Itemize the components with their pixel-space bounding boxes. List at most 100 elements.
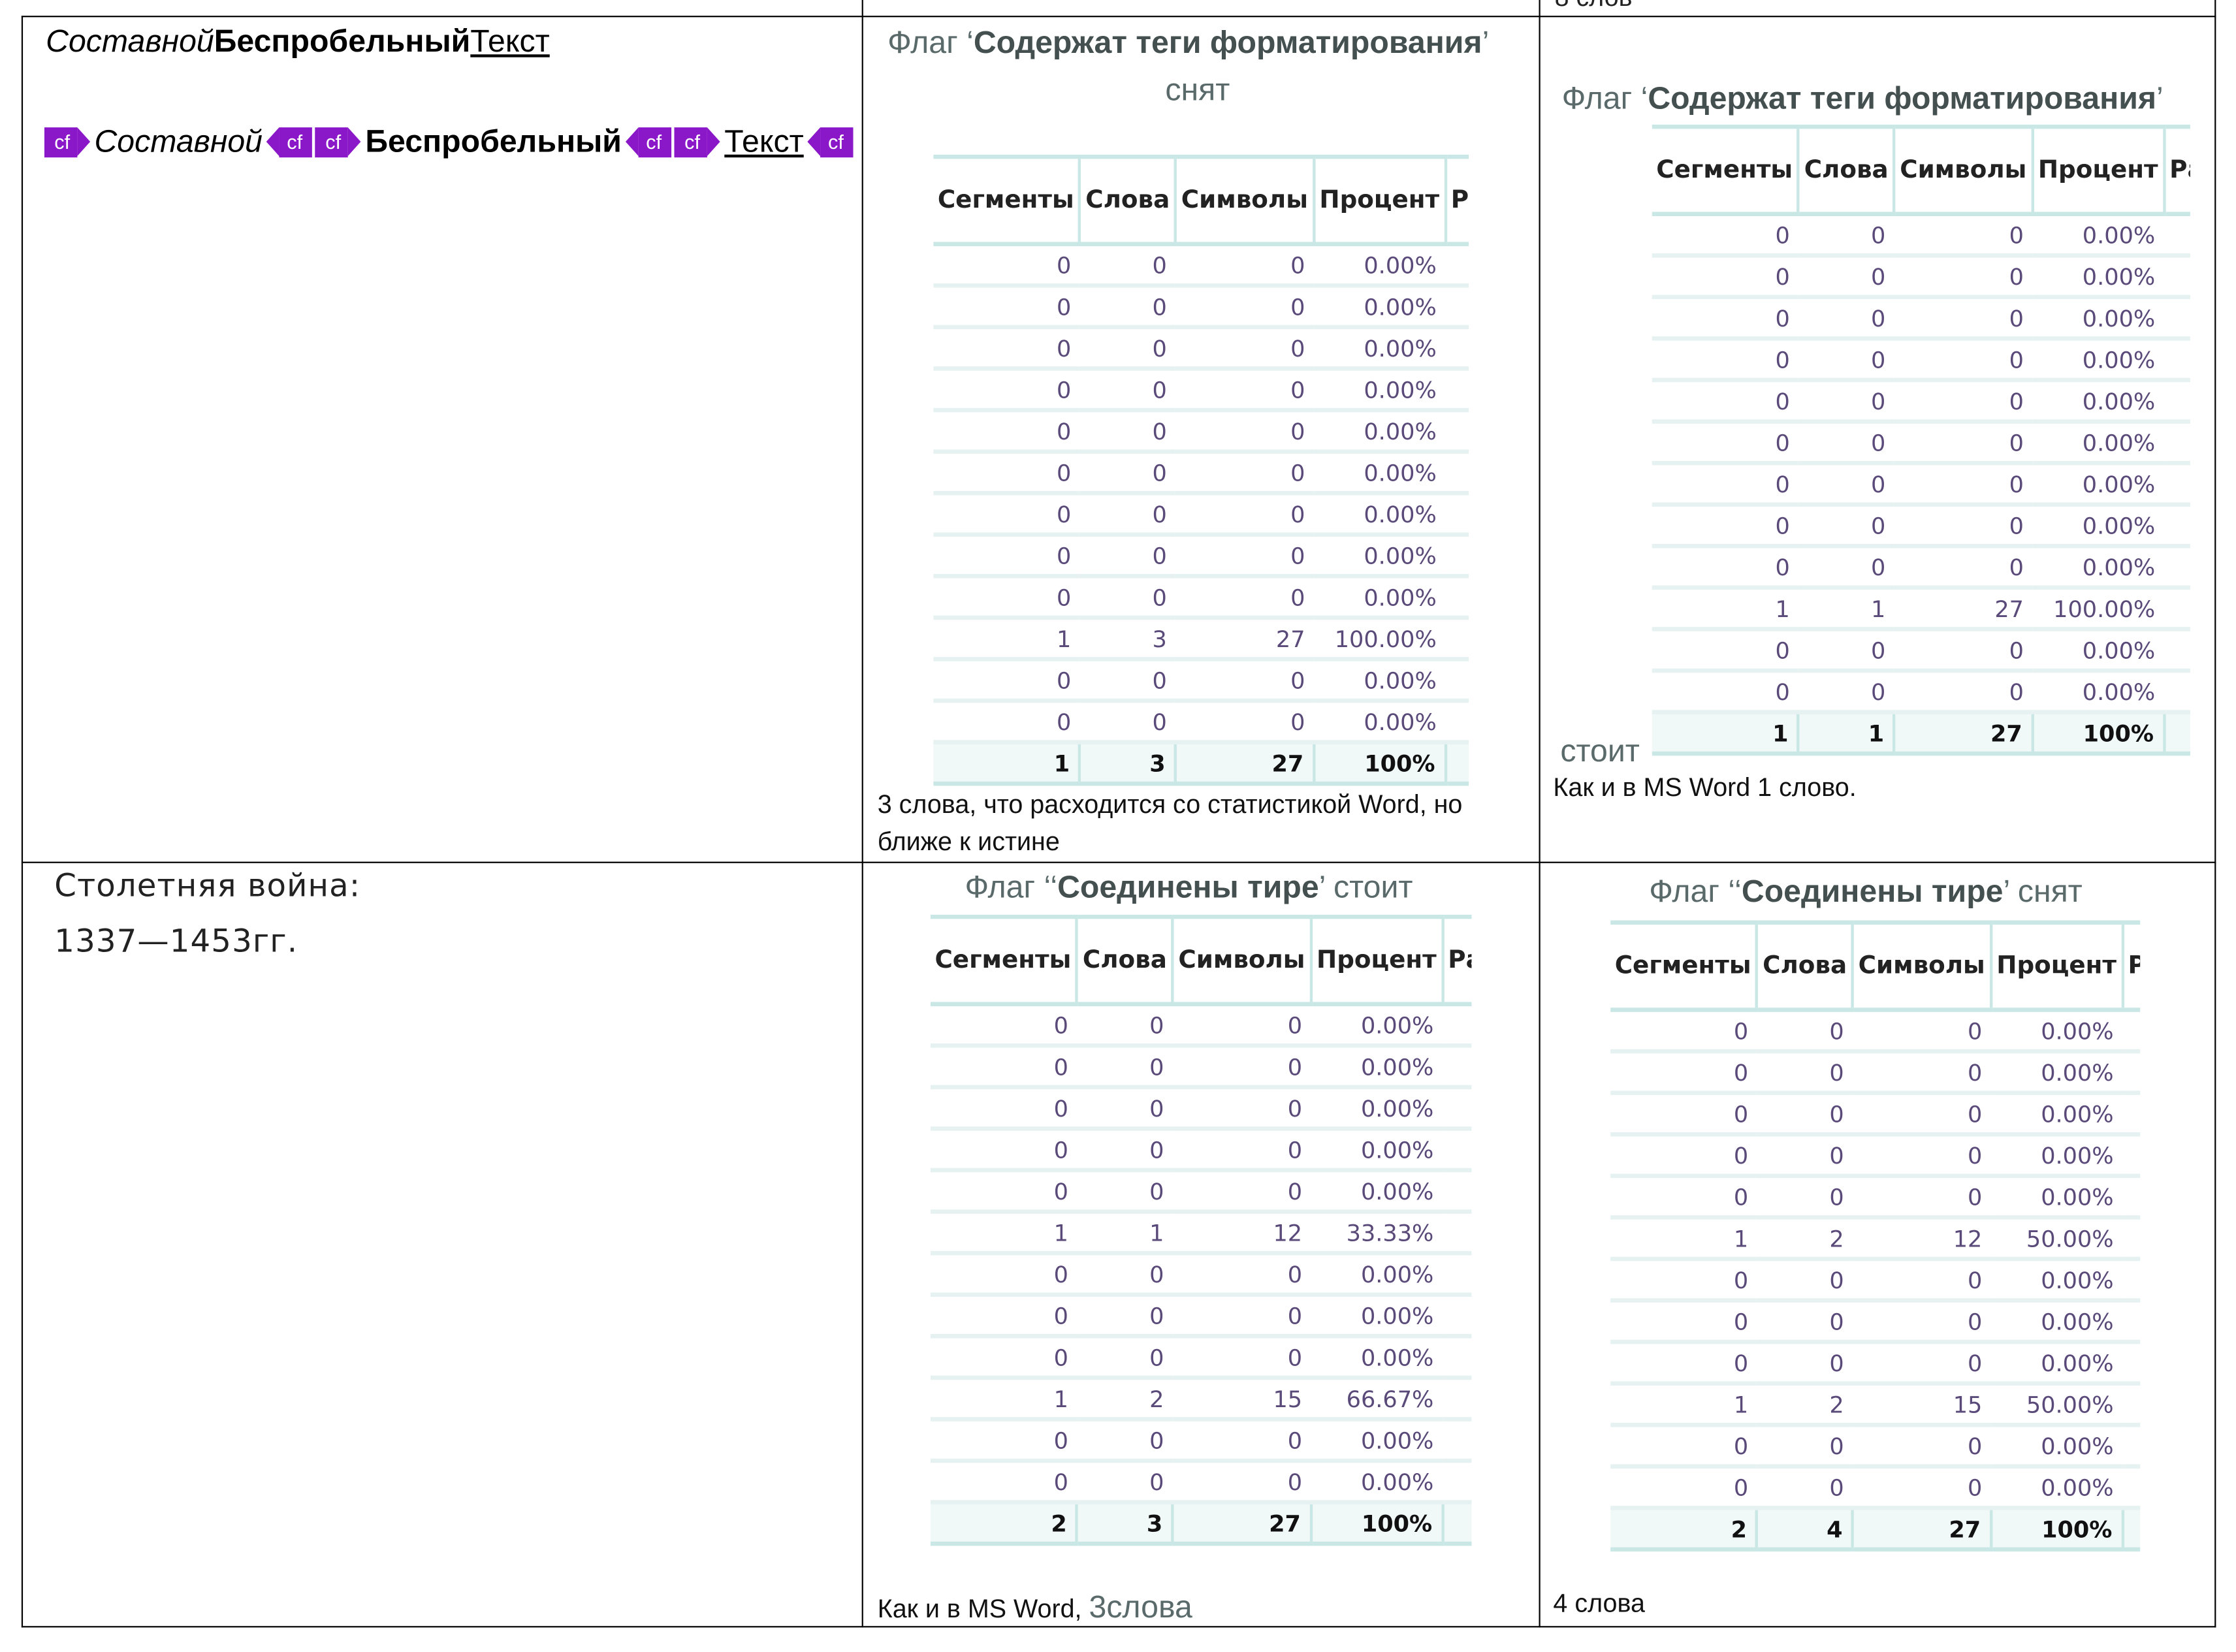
table-cell: 0.00%: [1990, 1134, 2122, 1179]
table-cell: 0: [1077, 1045, 1173, 1090]
format-tag-close: cf: [808, 127, 854, 157]
table-row: 0 0 0 0.00%: [930, 1294, 1472, 1339]
table-cell: 1: [1798, 587, 1894, 631]
table-cell-empty: [2122, 1300, 2141, 1344]
column-header: Символы: [1852, 920, 1992, 1012]
table-cell: 0: [1894, 421, 2033, 466]
table-row: 0 0 0 0.00%: [933, 410, 1469, 454]
table-cell: 0: [1079, 659, 1176, 703]
table-row: 1 1 27 100.00%: [1652, 587, 2190, 631]
table-cell-empty: [1445, 368, 1469, 413]
table-cell: 0.00%: [1313, 534, 1445, 579]
table-cell: 0: [1852, 1175, 1991, 1220]
table-row: 0 0 0 0.00%: [1610, 1466, 2141, 1510]
table-row: 0 0 0 0.00%: [1610, 1342, 2141, 1386]
table-row: 0 0 0 0.00%: [933, 368, 1469, 413]
table-cell: 0: [1172, 1336, 1311, 1380]
column-header: Процент: [2032, 124, 2165, 217]
table-cell: 0.00%: [2032, 380, 2164, 424]
table-cell: 1: [1077, 1211, 1173, 1256]
table-cell: 0.00%: [2032, 504, 2164, 548]
table-cell: 0.00%: [1313, 410, 1445, 454]
column-header: Слова: [1077, 914, 1174, 1007]
table-cell: 2: [1757, 1217, 1853, 1262]
sample-bold-part: Беспробельный: [214, 23, 471, 59]
table-cell-empty: [1442, 1128, 1472, 1173]
table-cell: 0.00%: [2032, 670, 2164, 714]
total-cell: 4: [1757, 1506, 1855, 1552]
table-cell: 0: [1077, 1004, 1173, 1048]
table-cell: 0: [1652, 504, 1798, 548]
column-header: Сегменты: [930, 914, 1079, 1007]
table-row: 0 0 0 0.00%: [930, 1170, 1472, 1214]
table-cell: 0: [1610, 1051, 1757, 1095]
table-cell: 0: [1894, 546, 2033, 590]
table-cell-empty: [2164, 380, 2190, 424]
table-row: 0 0 0 0.00%: [1652, 380, 2190, 424]
table-cell: 0: [1798, 214, 1894, 258]
table-cell-empty: [2122, 1466, 2141, 1510]
total-cell: 2: [1610, 1506, 1759, 1552]
total-cell: 27: [1852, 1506, 1992, 1552]
table-cell: 0: [1652, 255, 1798, 300]
table-cell: 0: [1652, 214, 1798, 258]
example-caption: Столетняя война:: [54, 868, 361, 905]
table-cell: 0: [1610, 1342, 1757, 1386]
table-header-row: СегментыСловаСимволыПроцентРа: [930, 914, 1472, 1007]
table-row: 0 0 0 0.00%: [933, 534, 1469, 579]
table-cell: 0.00%: [2032, 296, 2164, 341]
table-total-row: 1 3 27 100%: [933, 740, 1469, 786]
table-cell: 0: [1175, 701, 1314, 744]
table-cell: 0: [1172, 1045, 1311, 1090]
table-cell: 27: [1894, 587, 2033, 631]
table-cell: 50.00%: [1990, 1383, 2122, 1427]
table-row: 0 0 0 0.00%: [930, 1253, 1472, 1297]
table-cell: 0: [933, 493, 1080, 537]
column-header: Сегменты: [1610, 920, 1759, 1012]
table-cell-empty: [1442, 1294, 1472, 1339]
table-cell: 0: [1077, 1336, 1173, 1380]
table-cell: 0: [930, 1419, 1078, 1463]
table-cell: 0.00%: [1311, 1170, 1443, 1214]
table-cell-empty: [1445, 326, 1469, 371]
table-row: 0 0 0 0.00%: [1610, 1425, 2141, 1469]
table-cell: 0: [1894, 380, 2033, 424]
table-cell: 0: [1172, 1294, 1311, 1339]
table-row: 0 0 0 0.00%: [1652, 504, 2190, 548]
flag-caption: Флаг ‘Содержат теги форматирования’: [1561, 80, 2164, 116]
table-cell: 0.00%: [1311, 1004, 1443, 1048]
table-cell: 0.00%: [1313, 451, 1445, 496]
column-header: Слова: [1757, 920, 1855, 1012]
table-header-row: СегментыСловаСимволыПроцентРа: [1652, 124, 2190, 217]
table-cell-empty: [2164, 421, 2190, 466]
table-cell: 0: [1079, 576, 1176, 620]
table-cell: 0: [933, 451, 1080, 496]
table-border-left: [21, 16, 24, 1628]
flag-state: стоит: [1560, 733, 1640, 769]
table-cell: 0: [1079, 368, 1176, 413]
table-row: 0 0 0 0.00%: [930, 1336, 1472, 1380]
compound-word-sample: СоставнойБеспробельныйТекст: [46, 23, 550, 60]
table-cell: 0: [1852, 1300, 1991, 1344]
table-cell: 0: [1652, 546, 1798, 590]
stats-table: СегментыСловаСимволыПроцентРа0000.00%000…: [930, 914, 1472, 1546]
table-cell: 0: [1894, 296, 2033, 341]
table-cell: 0: [1079, 410, 1176, 454]
table-cell: 0.00%: [2032, 338, 2164, 383]
format-tag-close: cf: [266, 127, 313, 157]
total-cell: 2: [930, 1501, 1079, 1546]
table-row: 0 0 0 0.00%: [1652, 546, 2190, 590]
table-cell-empty: [1445, 659, 1469, 703]
stats-table: СегментыСловаСимволыПроцентРа0000.00%000…: [1652, 124, 2190, 756]
result-note: 3 слова, что расходится со статистикой W…: [877, 790, 1463, 819]
table-cell-empty: [1445, 244, 1469, 288]
table-row: 0 0 0 0.00%: [1652, 214, 2190, 258]
table-cell: 0: [930, 1336, 1078, 1380]
table-cell-empty: [2164, 670, 2190, 714]
table-border-bottom: [21, 1626, 2216, 1628]
table-cell: 0.00%: [1990, 1300, 2122, 1344]
table-cell: 0: [1757, 1258, 1853, 1303]
table-cell: 0: [1175, 659, 1314, 703]
table-cell: 1: [1610, 1217, 1757, 1262]
column-header: Символы: [1175, 154, 1315, 247]
